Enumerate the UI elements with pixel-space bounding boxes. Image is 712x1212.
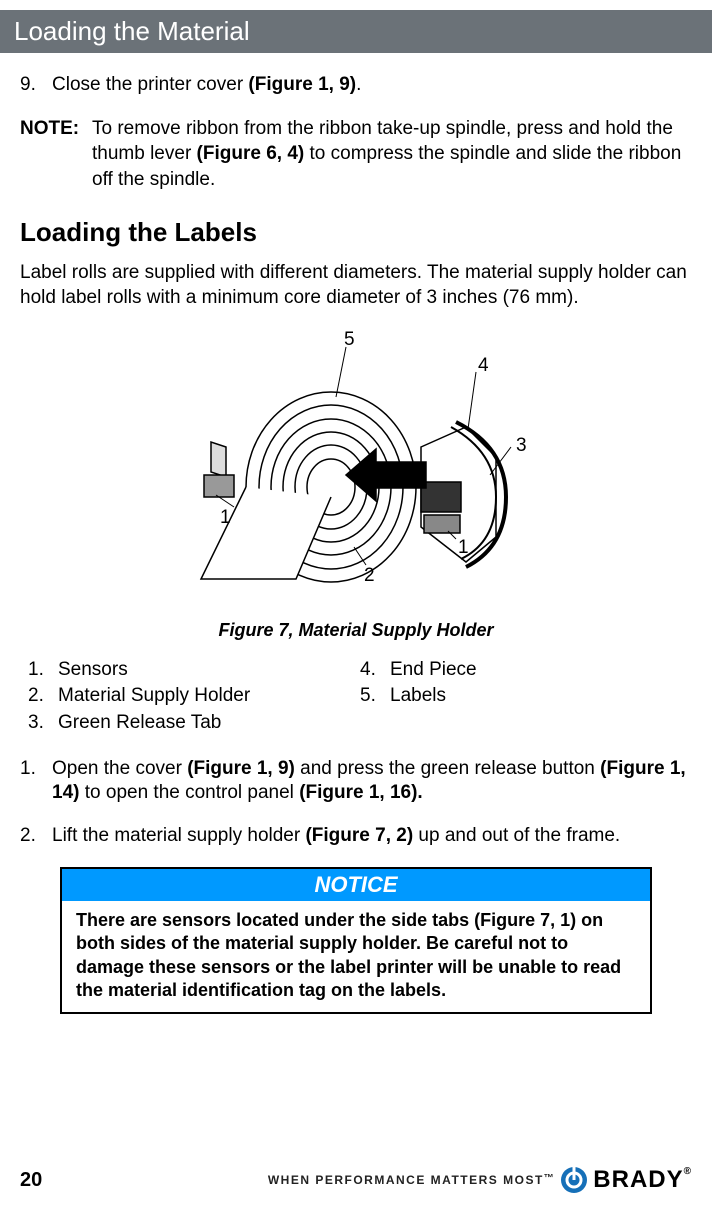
step-number: 9. bbox=[20, 73, 52, 98]
callout-4: 4 bbox=[478, 355, 489, 376]
figure-7: 5 4 3 1 1 2 bbox=[20, 327, 692, 612]
step-text: Lift the material supply holder (Figure … bbox=[52, 824, 620, 849]
brand-name: BRADY® bbox=[593, 1166, 692, 1194]
callout-5: 5 bbox=[344, 329, 355, 350]
header-bar: Loading the Material bbox=[0, 10, 712, 53]
brand-block: WHEN PERFORMANCE MATTERS MOST™ BRADY® bbox=[268, 1166, 692, 1194]
note-label: NOTE: bbox=[20, 116, 92, 193]
step-text: Open the cover (Figure 1, 9) and press t… bbox=[52, 757, 692, 806]
page-footer: 20 WHEN PERFORMANCE MATTERS MOST™ BRADY® bbox=[20, 1166, 692, 1194]
brand-icon bbox=[561, 1167, 587, 1193]
step-number: 2. bbox=[20, 824, 52, 849]
page-content: 9. Close the printer cover (Figure 1, 9)… bbox=[0, 53, 712, 1014]
callout-3: 3 bbox=[516, 435, 527, 456]
step-1: 1. Open the cover (Figure 1, 9) and pres… bbox=[20, 757, 692, 806]
figure-caption: Figure 7, Material Supply Holder bbox=[20, 620, 692, 641]
note-block: NOTE: To remove ribbon from the ribbon t… bbox=[20, 116, 692, 193]
section-heading: Loading the Labels bbox=[20, 217, 692, 248]
step-number: 1. bbox=[20, 757, 52, 806]
figure-legend: 1.Sensors 2.Material Supply Holder 3.Gre… bbox=[20, 657, 692, 737]
step-9: 9. Close the printer cover (Figure 1, 9)… bbox=[20, 73, 692, 98]
notice-heading: NOTICE bbox=[62, 869, 650, 901]
callout-1b: 1 bbox=[458, 537, 469, 558]
page-number: 20 bbox=[20, 1169, 42, 1192]
notice-body: There are sensors located under the side… bbox=[62, 901, 650, 1013]
legend-left: 1.Sensors 2.Material Supply Holder 3.Gre… bbox=[28, 657, 360, 737]
material-supply-holder-illustration: 5 4 3 1 1 2 bbox=[166, 327, 546, 607]
step-2: 2. Lift the material supply holder (Figu… bbox=[20, 824, 692, 849]
header-title: Loading the Material bbox=[14, 16, 250, 46]
step-text: Close the printer cover (Figure 1, 9). bbox=[52, 73, 361, 98]
intro-paragraph: Label rolls are supplied with different … bbox=[20, 260, 692, 311]
callout-1a: 1 bbox=[220, 507, 231, 528]
tagline: WHEN PERFORMANCE MATTERS MOST™ bbox=[268, 1173, 555, 1187]
note-text: To remove ribbon from the ribbon take-up… bbox=[92, 116, 692, 193]
notice-box: NOTICE There are sensors located under t… bbox=[60, 867, 652, 1015]
legend-right: 4.End Piece 5.Labels bbox=[360, 657, 692, 737]
callout-2: 2 bbox=[364, 565, 375, 586]
